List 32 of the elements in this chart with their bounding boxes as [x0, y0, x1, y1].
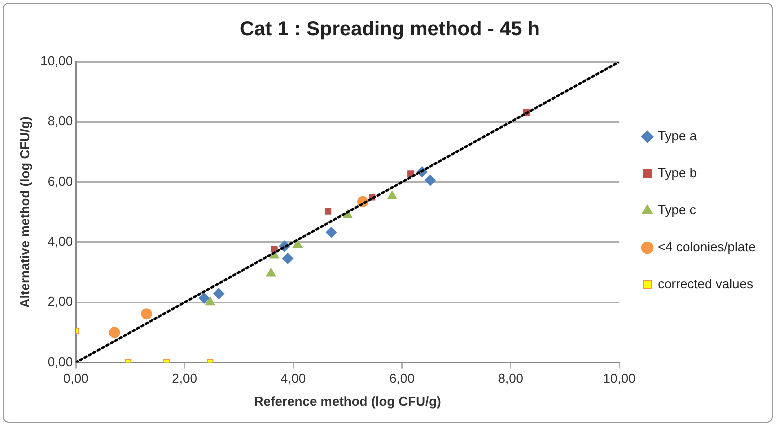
x-tick-label: 4,00 [280, 371, 306, 386]
point [282, 253, 294, 264]
x-tick-label: 10,00 [603, 371, 636, 386]
point [141, 308, 152, 320]
x-tick-label: 2,00 [172, 371, 198, 386]
point [326, 227, 338, 238]
point [388, 190, 398, 200]
legend-label: Type b [658, 166, 698, 181]
y-tick-label: 4,00 [48, 234, 74, 250]
point [206, 297, 216, 306]
point [266, 268, 276, 277]
y-tick-label: 8,00 [48, 114, 74, 129]
y-tick-label: 6,00 [48, 174, 74, 189]
point [324, 208, 332, 215]
x-tick-label: 6,00 [390, 371, 415, 386]
point [214, 288, 225, 300]
x-tick-label: 0,00 [63, 371, 89, 386]
x-axis-title: Reference method (log CFU/g) [254, 394, 442, 409]
legend-label: Type c [658, 202, 697, 218]
legend-label: Type a [658, 128, 698, 144]
y-tick-label: 10,00 [40, 54, 74, 69]
legend-label: corrected values [658, 276, 754, 292]
point [424, 175, 436, 186]
legend-label: <4 colonies/plate [658, 240, 756, 255]
point [293, 240, 303, 248]
y-axis-title: Alternative method (log CFU/g) [17, 116, 32, 308]
point [198, 292, 210, 304]
x-tick-label: 8,00 [498, 371, 524, 386]
point [109, 327, 120, 338]
chart-title: Cat 1 : Spreading method - 45 h [240, 18, 540, 41]
y-tick-label: 2,00 [48, 294, 74, 310]
y-tick-label: 0,00 [48, 354, 74, 370]
